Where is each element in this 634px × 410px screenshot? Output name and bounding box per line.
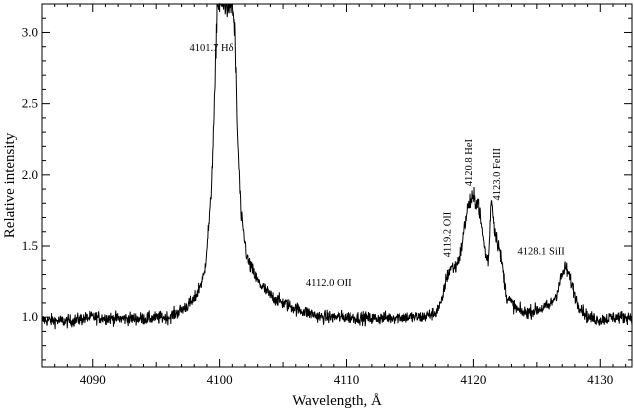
- y-tick-label: 1.5: [22, 238, 38, 253]
- spectrum-line: [41, 2, 633, 330]
- y-tick-label: 1.0: [22, 309, 38, 324]
- x-tick-label: 4130: [587, 372, 613, 387]
- y-tick-label: 2.0: [22, 167, 38, 182]
- annotation-0: 4101.7 Hδ: [190, 43, 234, 54]
- x-tick-label: 4090: [80, 372, 106, 387]
- annotation-3: 4120.8 HeI: [464, 138, 475, 186]
- annotation-1: 4112.0 OII: [306, 278, 352, 289]
- annotation-5: 4128.1 SiII: [518, 247, 566, 258]
- line-annotations: 4101.7 Hδ 4112.0 OII 4119.2 OII 4120.8 HeI 4…: [190, 43, 566, 289]
- x-tick-label: 4120: [460, 372, 486, 387]
- x-axis-label: Wavelength, Å: [292, 393, 382, 409]
- axis-tick-labels: 4090 4100 4110 4120 4130 1.0 1.5 2.0 2.5 3.0: [22, 24, 614, 387]
- annotation-2: 4119.2 OII: [443, 211, 454, 257]
- y-tick-label: 3.0: [22, 24, 38, 39]
- y-tick-label: 2.5: [22, 96, 38, 111]
- y-axis-label: Relative intensity: [2, 132, 18, 238]
- plot-frame: [41, 3, 633, 368]
- x-tick-label: 4110: [334, 372, 360, 387]
- annotation-4: 4123.0 FeIII: [492, 147, 503, 200]
- x-tick-label: 4100: [207, 372, 233, 387]
